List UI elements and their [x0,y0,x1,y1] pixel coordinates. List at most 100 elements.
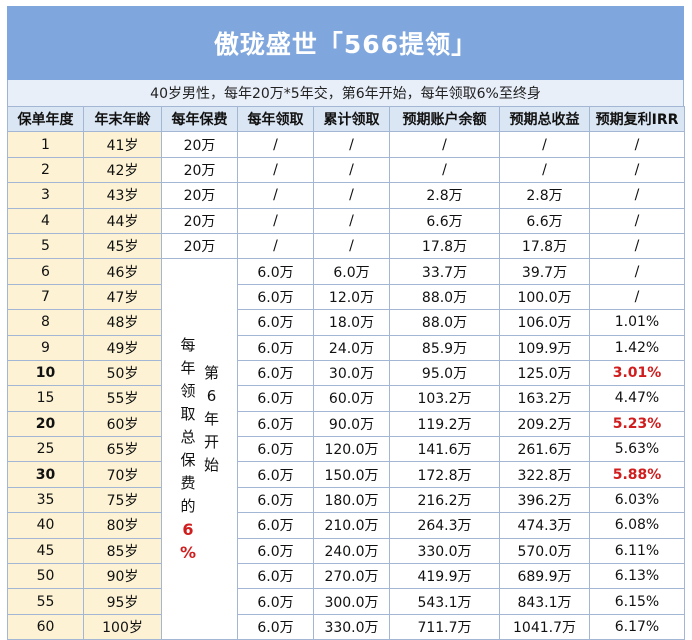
cell-balance: 330.0万 [389,537,500,565]
cell-irr: / [589,182,685,209]
cell-annual: 6.0万 [237,410,314,438]
cell-irr: 3.01% [589,359,685,387]
table-row: 55 95岁 6.0万 300.0万 543.1万 843.1万 6.15% [7,588,685,615]
cell-total: 109.9万 [499,334,590,361]
note-char: 始 [204,455,220,474]
cell-year: 1 [7,131,84,158]
cell-age: 41岁 [83,131,162,158]
table-body: 1 41岁 20万 / / / //2 42岁 20万 / / / //3 43岁 20万 //2.8万 2.8… [7,131,685,640]
cell-year: 8 [7,309,84,336]
note-char: 总 [180,428,196,447]
cell-irr: / [589,131,685,158]
cell-cumulative: 210.0万 [313,512,390,539]
cell-age: 44岁 [83,207,162,234]
header-row: 保单年度 年末年龄 每年保费 每年领取 累计领取 预期账户余额 预期总收益 预期… [7,105,685,133]
cell-cumulative: / [313,232,390,260]
cell-annual: 6.0万 [237,334,314,361]
cell-balance: 419.9万 [389,563,500,590]
cell-premium: 20万 [161,207,238,234]
cell-balance: 711.7万 [389,613,500,640]
cell-irr: 6.13% [589,563,685,590]
cell-total: 163.2万 [499,385,590,412]
note-left-column: 每年领取总保费的 6% [180,334,196,564]
header-year: 保单年度 [7,105,84,133]
cell-cumulative: 30.0万 [313,359,390,387]
cell-age: 70岁 [83,461,162,488]
cell-year: 60 [7,613,84,640]
cell-irr: 6.15% [589,588,685,615]
cell-cumulative: 6.0万 [313,258,390,285]
cell-balance: 141.6万 [389,436,500,463]
header-total: 预期总收益 [499,105,590,133]
cell-irr: 6.17% [589,613,685,640]
cell-cumulative: 90.0万 [313,410,390,438]
cell-cumulative: 60.0万 [313,385,390,412]
note-char: 第 [204,363,220,382]
cell-total: 396.2万 [499,486,590,514]
cell-total: 125.0万 [499,359,590,387]
note-char: 年 [180,359,196,378]
table-row: 4 44岁 20万 //6.6万 6.6万 / [7,207,685,234]
cell-annual: 6.0万 [237,436,314,463]
cell-irr: / [589,156,685,184]
cell-age: 90岁 [83,563,162,590]
cell-annual: 6.0万 [237,309,314,336]
cell-annual: 6.0万 [237,588,314,615]
note-char: 保 [180,451,196,470]
cell-age: 95岁 [83,588,162,615]
cell-year: 30 [7,461,84,488]
cell-cumulative: 180.0万 [313,486,390,514]
document: 傲珑盛世「566提领」 40岁男性，每年20万*5年交，第6年开始，每年领取6%… [7,6,685,640]
cell-total: 843.1万 [499,588,590,615]
cell-annual: 6.0万 [237,461,314,488]
table-row: 10 50岁 6.0万 30.0万 95.0万 125.0万 3.01% [7,359,685,387]
header-annual: 每年领取 [237,105,314,133]
cell-annual: 6.0万 [237,283,314,311]
cell-annual: / [237,182,314,209]
cell-annual: 6.0万 [237,258,314,285]
cell-year: 10 [7,359,84,387]
cell-age: 75岁 [83,486,162,514]
cell-annual: / [237,131,314,158]
cell-irr: / [589,258,685,285]
cell-annual: / [237,156,314,184]
table-row: 45 85岁 6.0万 240.0万 330.0万 570.0万 6.11% [7,537,685,565]
cell-age: 100岁 [83,613,162,640]
cell-premium: 20万 [161,131,238,158]
cell-balance: 88.0万 [389,309,500,336]
cell-annual: 6.0万 [237,512,314,539]
cell-total: 689.9万 [499,563,590,590]
cell-year: 45 [7,537,84,565]
table-row: 6 46岁每年领取总保费的 6% 第 6 年开始 6.0万 6.0万 33.7万 39.7万 / [7,258,685,640]
note-char: 领 [180,382,196,401]
cell-age: 49岁 [83,334,162,361]
cell-age: 65岁 [83,436,162,463]
cell-cumulative: / [313,156,390,184]
table-row: 50 90岁 6.0万 270.0万 419.9万 689.9万 6.13% [7,563,685,590]
table-row: 15 55岁 6.0万 60.0万 103.2万 163.2万 4.47% [7,385,685,412]
cell-balance: 264.3万 [389,512,500,539]
cell-annual: 6.0万 [237,486,314,514]
cell-age: 50岁 [83,359,162,387]
header-irr: 预期复利IRR [589,105,685,133]
cell-year: 7 [7,283,84,311]
cell-cumulative: 18.0万 [313,309,390,336]
cell-balance: 103.2万 [389,385,500,412]
cell-annual: 6.0万 [237,385,314,412]
cell-premium: 20万 [161,182,238,209]
cell-irr: 5.23% [589,410,685,438]
cell-irr: 5.88% [589,461,685,488]
table-row: 40 80岁 6.0万 210.0万 264.3万 474.3万 6.08% [7,512,685,539]
note-char: 开 [204,432,220,451]
cell-total: 106.0万 [499,309,590,336]
cell-cumulative: 12.0万 [313,283,390,311]
note-char: 取 [180,405,196,424]
cell-cumulative: 330.0万 [313,613,390,640]
note-right-column: 第 6 年开始 [204,362,219,477]
note-char: 年 [204,409,220,428]
cell-total: 2.8万 [499,182,590,209]
table-row: 1 41岁 20万 / / / / / [7,131,685,158]
cell-irr: / [589,283,685,311]
cell-year: 20 [7,410,84,438]
cell-year: 15 [7,385,84,412]
